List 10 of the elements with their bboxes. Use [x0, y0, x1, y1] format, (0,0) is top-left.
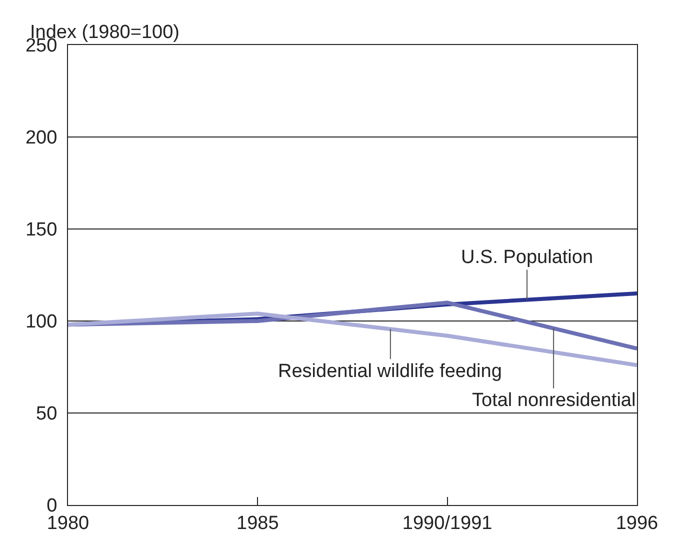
y-tick-label: 100 [25, 312, 58, 333]
x-tick-label: 1996 [616, 512, 658, 534]
x-tick-label: 1990/1991 [402, 512, 492, 534]
text: Total nonresidential [472, 390, 636, 411]
y-tick-label: 50 [36, 404, 58, 425]
series-label: Residential wildlife feeding [278, 361, 502, 382]
series-label: U.S. Population [461, 247, 594, 268]
y-tick-label: 200 [25, 128, 58, 149]
x-tick-label: 1985 [236, 512, 279, 534]
y-tick-label: 150 [25, 220, 58, 241]
